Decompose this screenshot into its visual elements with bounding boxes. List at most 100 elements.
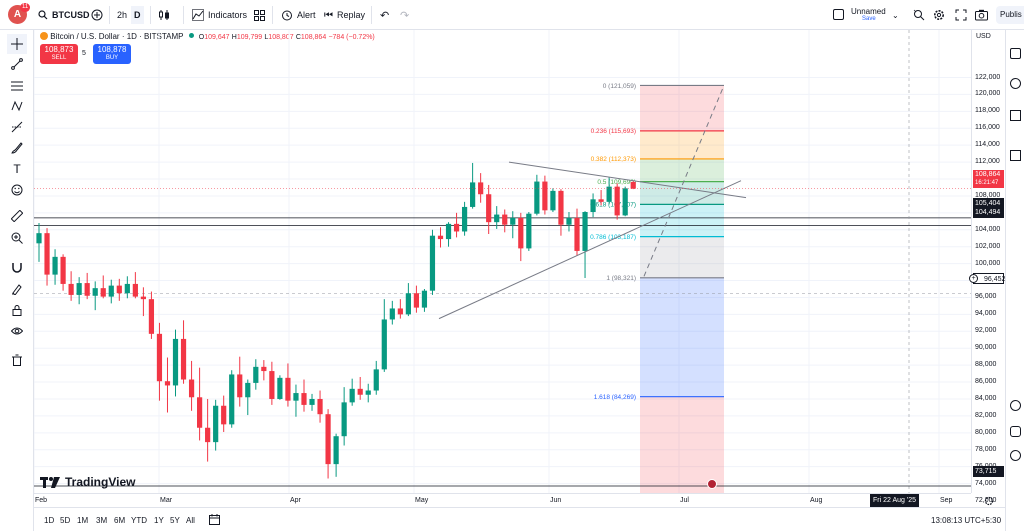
candles-icon: [159, 10, 169, 20]
candle-body: [140, 296, 146, 300]
chart-pane[interactable]: 0 (121,059) 0.236 (115,693) 0.382 (112,373…: [34, 30, 971, 493]
candle-body: [309, 398, 315, 405]
snapshot-button[interactable]: [975, 0, 988, 30]
price-axis[interactable]: USD 122,000 120,000 118,000 116,000 114,000 1…: [969, 30, 1005, 504]
emoji-icon[interactable]: [9, 182, 25, 198]
notifications-icon[interactable]: [1010, 450, 1021, 461]
candle-body: [606, 186, 612, 202]
interval-2h[interactable]: 2h: [117, 10, 128, 20]
brush-icon[interactable]: [9, 140, 25, 156]
alert-button[interactable]: Alert: [281, 0, 316, 30]
settings-button[interactable]: [933, 0, 945, 30]
indicators-button[interactable]: Indicators: [192, 0, 247, 30]
sell-label: SELL: [51, 55, 67, 61]
range-1m[interactable]: 1M: [77, 516, 89, 525]
toolbar-divider: [272, 6, 273, 24]
undo-button[interactable]: ↶: [380, 9, 390, 22]
range-6m[interactable]: 6M: [114, 516, 126, 525]
price-tick: 96,000: [975, 293, 997, 301]
news-icon[interactable]: [1010, 110, 1021, 121]
layouts-button[interactable]: [254, 0, 265, 30]
time-tick: Jun: [550, 497, 562, 504]
candle-body: [437, 235, 444, 240]
forecast-icon[interactable]: [9, 119, 25, 135]
candle-body: [470, 182, 476, 207]
layout-checkbox[interactable]: [833, 9, 844, 20]
magnet-icon[interactable]: [9, 260, 25, 276]
trend-line-icon[interactable]: [9, 56, 25, 72]
price-tick: 78,000: [975, 445, 997, 453]
symbol-search[interactable]: BTCUSD: [38, 0, 90, 30]
layout-name[interactable]: Unnamed: [851, 7, 886, 16]
candle-body: [116, 285, 122, 294]
axis-settings-button[interactable]: [984, 496, 994, 508]
watermark-text: TradingView: [65, 475, 136, 489]
alerts-icon[interactable]: [1010, 78, 1021, 89]
candle-body: [413, 293, 420, 308]
sell-button[interactable]: 108,873 SELL: [40, 44, 78, 64]
legend-change: −784 (−0.72%): [328, 34, 375, 41]
calendar-icon[interactable]: [1010, 150, 1021, 161]
interval-d[interactable]: D: [131, 6, 144, 24]
range-1y[interactable]: 1Y: [154, 516, 164, 525]
chevron-down-icon[interactable]: ⌄: [892, 10, 899, 20]
quick-search-button[interactable]: [913, 0, 925, 30]
pattern-icon[interactable]: [9, 98, 25, 114]
chart-type-button[interactable]: [158, 0, 170, 30]
flag-icon[interactable]: [707, 479, 717, 489]
price-tick: 112,000: [975, 158, 1000, 166]
ruler-icon[interactable]: [9, 208, 25, 224]
candle-body: [421, 290, 428, 308]
candle-body: [630, 182, 636, 189]
buy-label: BUY: [105, 55, 119, 61]
legend-title[interactable]: Bitcoin / U.S. Dollar · 1D · BITSTAMP: [50, 32, 184, 41]
range-1d[interactable]: 1D: [44, 516, 55, 525]
range-5y[interactable]: 5Y: [170, 516, 180, 525]
candle-body: [502, 214, 508, 225]
alarm-clock-icon: [282, 10, 292, 21]
ideas-icon[interactable]: [1010, 400, 1021, 411]
range-ytd[interactable]: YTD: [131, 516, 147, 525]
currency-label[interactable]: USD: [976, 33, 991, 40]
hline-label-2: 104,494: [973, 207, 1004, 218]
trash-icon[interactable]: [9, 352, 25, 368]
legend-low: 108,807: [268, 34, 294, 41]
price-tick: 120,000: [975, 90, 1001, 98]
add-alert-plus-icon[interactable]: +: [969, 274, 978, 283]
candle-body: [100, 288, 106, 297]
range-3m[interactable]: 3M: [96, 516, 108, 525]
candle-body: [365, 390, 371, 395]
lock-icon[interactable]: [9, 302, 25, 318]
date-range-icon[interactable]: [209, 514, 220, 527]
chat-icon[interactable]: [1010, 426, 1021, 437]
zoom-in-icon[interactable]: [9, 230, 25, 246]
fib-level-label: 0 (121,059): [603, 83, 636, 90]
replay-button[interactable]: ⏮ Replay: [324, 0, 365, 30]
watchlist-icon[interactable]: [1010, 48, 1021, 59]
publish-button[interactable]: Publis: [996, 6, 1024, 24]
range-all[interactable]: All: [186, 516, 195, 525]
candle-body: [381, 319, 387, 370]
range-5d[interactable]: 5D: [60, 516, 71, 525]
stay-in-drawing-icon[interactable]: [9, 281, 25, 297]
time-axis[interactable]: Feb Mar Apr May Jun Jul Aug Sep Fri 22 Aug '25: [34, 493, 994, 507]
crosshair-icon[interactable]: [7, 34, 27, 54]
fullscreen-button[interactable]: [955, 0, 967, 30]
candle-body: [237, 374, 243, 398]
compare-button[interactable]: [91, 0, 103, 30]
buy-button[interactable]: 108,878 BUY: [93, 44, 131, 64]
clock-display[interactable]: 13:08:13 UTC+5:30: [931, 516, 1002, 525]
spread-value: 5: [82, 50, 86, 57]
price-chart[interactable]: 0 (121,059) 0.236 (115,693) 0.382 (112,373…: [34, 30, 971, 493]
candle-body: [277, 377, 283, 399]
legend-close: 108,864: [300, 34, 327, 41]
fib-zone: [640, 130, 724, 159]
fib-retracement-icon[interactable]: [9, 78, 25, 94]
candle-body: [445, 223, 452, 240]
alert-label: Alert: [297, 10, 316, 20]
eye-icon[interactable]: [9, 323, 25, 339]
redo-button[interactable]: ↷: [400, 9, 410, 22]
toolbar-divider: [371, 6, 372, 24]
text-icon[interactable]: T: [13, 162, 21, 176]
replay-icon: ⏮: [324, 9, 333, 21]
